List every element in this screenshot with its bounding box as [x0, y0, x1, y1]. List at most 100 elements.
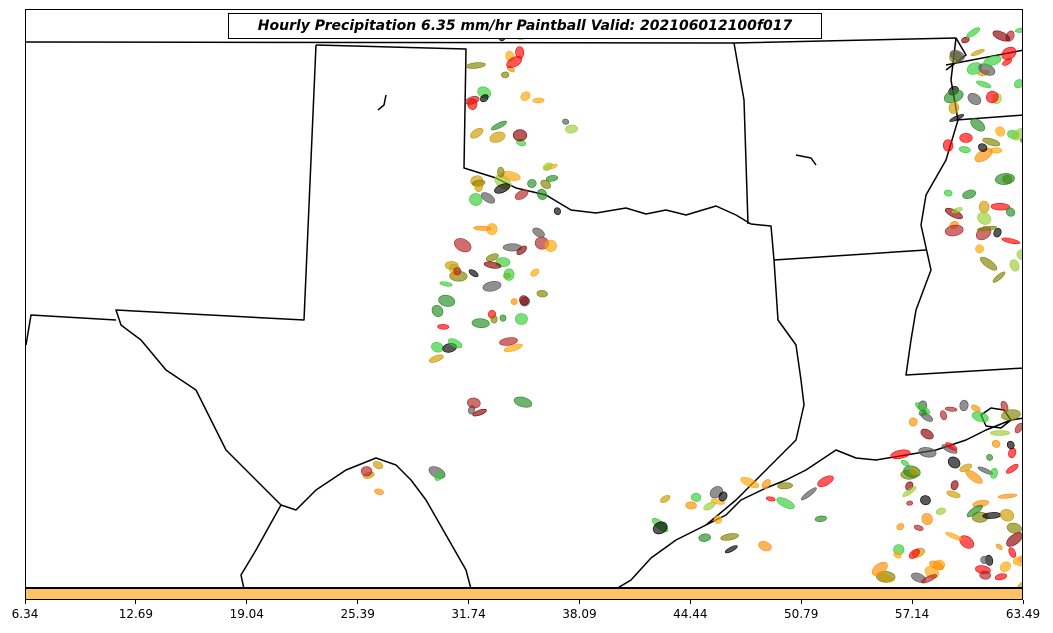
- precip-blob: [890, 449, 911, 460]
- precip-blob: [978, 200, 990, 214]
- precip-blob: [986, 90, 999, 104]
- precip-blob: [519, 295, 529, 306]
- precip-blob: [908, 417, 918, 427]
- precip-blob: [1020, 138, 1022, 145]
- precip-blob: [921, 574, 937, 584]
- precip-blob: [431, 341, 444, 353]
- precip-blob: [896, 523, 905, 531]
- precip-blob: [690, 492, 702, 502]
- precip-blob: [503, 268, 515, 281]
- precip-blob: [871, 561, 888, 576]
- precip-blob: [982, 137, 1001, 147]
- precip-blob: [765, 496, 776, 502]
- precip-blob: [480, 192, 496, 204]
- precip-blob: [935, 507, 946, 515]
- precip-blob: [1001, 46, 1017, 61]
- precip-blob: [1006, 522, 1022, 534]
- precip-blob: [1002, 58, 1012, 66]
- precip-blob: [993, 228, 1002, 238]
- colorbar-tick-label: 50.79: [784, 607, 819, 621]
- precip-blob: [920, 428, 934, 440]
- colorbar-tick: [246, 600, 248, 604]
- precip-blob: [761, 479, 771, 489]
- precip-blob: [448, 338, 463, 349]
- precip-blob: [501, 71, 510, 79]
- precip-blob: [685, 501, 697, 510]
- precip-blob: [1014, 422, 1022, 434]
- precip-blob: [962, 189, 977, 199]
- new-mexico-west: [26, 314, 117, 346]
- colorbar-tick: [135, 600, 137, 604]
- precip-blob: [944, 406, 958, 412]
- precip-blob: [444, 261, 459, 270]
- precip-blob: [562, 118, 570, 125]
- precip-blob: [980, 555, 989, 564]
- colorbar-tick-label: 44.44: [673, 607, 708, 621]
- texas-border: [315, 44, 805, 587]
- precip-blob: [946, 490, 961, 498]
- colorbar-tick-label: 63.49: [1005, 607, 1041, 621]
- precip-blob: [532, 97, 545, 104]
- precip-blob: [758, 541, 772, 552]
- colorbar-tick: [800, 600, 802, 604]
- precip-blob: [959, 399, 969, 412]
- precip-blob: [536, 290, 548, 298]
- precip-blob: [530, 268, 540, 277]
- precip-blob: [482, 281, 502, 292]
- precip-blob: [513, 396, 533, 408]
- precip-blob: [975, 244, 984, 254]
- oklahoma-north: [26, 41, 735, 44]
- river-small-2: [795, 154, 817, 166]
- precip-blob: [908, 548, 920, 559]
- precip-blob: [713, 515, 722, 524]
- precip-blob: [959, 535, 975, 549]
- precip-blob: [431, 305, 444, 317]
- tennessee-line: [955, 114, 1022, 121]
- precip-blob: [1014, 79, 1022, 89]
- precip-blob: [494, 183, 511, 194]
- colorbar-tick-label: 25.39: [340, 607, 375, 621]
- precip-blob: [893, 551, 902, 559]
- precip-blob: [438, 294, 456, 307]
- precip-blob: [565, 124, 578, 134]
- precip-blob: [1008, 547, 1017, 558]
- precip-blob: [995, 126, 1006, 137]
- precip-blob: [992, 30, 1010, 42]
- precip-blob: [545, 175, 559, 182]
- precip-blob: [949, 50, 965, 62]
- precip-blob: [999, 561, 1011, 572]
- precip-blob: [489, 131, 506, 143]
- precip-blob: [510, 298, 518, 305]
- precip-blob: [971, 411, 989, 423]
- precip-blob: [978, 143, 988, 152]
- precip-blob: [980, 256, 998, 271]
- precip-blob: [515, 313, 528, 325]
- precip-blob: [997, 493, 1018, 499]
- precip-blob: [514, 189, 529, 200]
- precip-blob: [918, 409, 927, 417]
- precip-blob: [465, 62, 486, 69]
- precip-blob: [943, 89, 964, 104]
- precip-blob: [434, 471, 444, 481]
- colorbar: [25, 588, 1023, 600]
- precip-blob: [992, 271, 1006, 283]
- precip-blob: [542, 162, 553, 171]
- precip-blob: [970, 48, 985, 57]
- precip-blob: [553, 207, 561, 216]
- precip-blob: [909, 467, 919, 476]
- precip-blob: [372, 461, 384, 470]
- precip-blob: [979, 570, 991, 580]
- precip-blob: [995, 543, 1003, 550]
- precip-blob: [467, 98, 478, 110]
- precip-blob: [499, 337, 518, 346]
- mexico-border-west: [240, 504, 282, 587]
- precip-blob: [467, 397, 481, 409]
- colorbar-tick: [468, 600, 470, 604]
- precip-blob: [740, 476, 760, 489]
- precip-blob: [814, 515, 827, 522]
- precip-blob: [921, 513, 933, 525]
- colorbar-tick-label: 6.34: [11, 607, 39, 621]
- colorbar-tick: [689, 600, 691, 604]
- precip-blob: [527, 179, 537, 188]
- precip-blob: [950, 480, 959, 491]
